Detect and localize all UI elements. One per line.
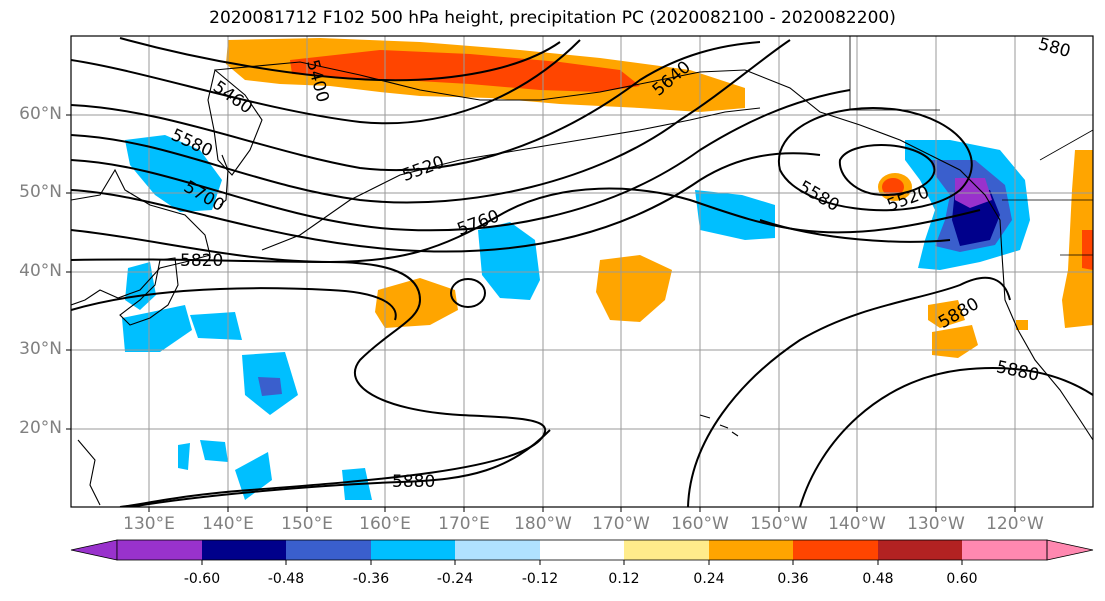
colorbar-tick-label: 0.24 [693,571,725,587]
lat-label-20n: 20°N [19,418,62,438]
precip-positive-subtropic-3 [1016,320,1028,330]
precip-shading [122,38,1093,500]
lon-label-150w: 150°W [750,514,808,534]
colorbar-bin [202,540,286,560]
contour-5700 [71,152,821,253]
precip-negative-japan-1 [125,262,156,310]
coast-sakhalin [219,154,229,206]
colorbar-extend-low [70,539,118,561]
lon-label-120w: 120°W [986,514,1044,534]
contour-5520 [71,41,761,172]
colorbar-tick-label: -0.24 [436,571,474,587]
coast-philippines [77,439,101,506]
precip-positive-westcoast-core [1082,230,1093,270]
colorbar-extend-high [1046,539,1094,561]
precip-negative-japan-2 [122,305,192,352]
lon-label-170e: 170°E [438,514,490,534]
contour-5580 [71,39,791,204]
contour-label: 5880 [392,472,435,492]
precip-negative-tropics-1 [178,443,190,470]
contour-5880-south [799,367,1093,507]
precip-positive-subtropic-1 [928,300,965,328]
graticule [71,36,1093,507]
contour-closed-high [450,278,486,308]
colorbar-bin [878,540,962,560]
coast-asia-east [71,168,211,306]
precip-positive-subtropic-2 [932,325,978,358]
lon-label-130w: 130°W [907,514,965,534]
precip-positive-north-core [290,50,640,92]
colorbar-frame [116,539,1048,561]
contour-5760 [71,187,981,264]
contour-label: 5460 [209,77,256,118]
colorbar-bin [962,540,1047,560]
colorbar-tick-label: -0.12 [521,571,559,587]
precip-negative-japan-3 [190,312,242,340]
lon-label-180w: 180°W [514,514,572,534]
axis-ticks [66,114,1016,512]
contour-label: 5880 [994,357,1040,386]
lon-label-140w: 140°W [828,514,886,534]
colorbar-bin [709,540,793,560]
precip-negative-tropics-2 [200,440,228,462]
coast-alaska [744,69,931,156]
colorbar-tick-label: 0.60 [946,571,978,587]
lon-label-160w: 160°W [671,514,729,534]
coast-japan [119,257,179,326]
contour-5880-west [71,287,397,321]
coast-aleutians [261,107,761,251]
lon-label-140e: 140°E [202,514,254,534]
precip-positive-low-core [882,178,904,196]
colorbar-tick-label: 0.48 [862,571,894,587]
contour-label: 5820 [180,251,223,271]
contour-5640-low [759,219,951,243]
contour-5880-east [687,276,1011,507]
precip-negative-tropics-3 [235,452,272,500]
contour-5580-low [777,107,973,212]
contour-5400 [119,37,561,82]
colorbar-bin [540,540,624,560]
contour-5820 [71,258,547,507]
precip-negative-west-pacific-core [258,377,282,396]
precip-positive-westcoast [1062,150,1093,328]
contour-5640 [71,89,851,232]
colorbar-tick-label: -0.36 [352,571,390,587]
contour-5460 [71,39,581,125]
contour-label: 5580 [795,177,842,216]
colorbar [70,539,1094,565]
lon-label-130e: 130°E [123,514,175,534]
height-contours [71,37,1093,507]
colorbar-bin [286,540,371,560]
colorbar-tick-label: -0.48 [267,571,305,587]
colorbar-tick-label: 0.36 [777,571,809,587]
contour-label: 5520 [399,152,446,186]
coast-siberia [214,61,746,101]
contour-label: 580 [1036,34,1073,62]
contour-5520-low [838,144,936,197]
lon-label-170w: 170°W [592,514,650,534]
lat-label-40n: 40°N [19,261,62,281]
map-title: 2020081712 F102 500 hPa height, precipit… [209,8,896,28]
lat-label-30n: 30°N [19,339,62,359]
lat-label-60n: 60°N [19,104,62,124]
contour-label: 5880 [935,294,982,333]
precip-positive-central-2 [596,255,672,322]
colorbar-bin [371,540,455,560]
colorbar-bin [455,540,540,560]
coast-northamerica [929,154,1093,441]
lon-label-150e: 150°E [281,514,333,534]
colorbar-bin [793,540,878,560]
colorbar-tick-label: -0.60 [183,571,221,587]
colorbar-bin [117,540,202,560]
contour-5880-tropics [129,429,551,507]
colorbar-bin [624,540,709,560]
lon-label-160e: 160°E [359,514,411,534]
coastlines [71,61,1093,506]
colorbar-tick-label: 0.12 [608,571,640,587]
coast-hawaii [699,414,739,437]
coast-kamchatka [207,69,263,176]
lat-label-50n: 50°N [19,182,62,202]
precip-negative-central-1 [478,222,540,300]
